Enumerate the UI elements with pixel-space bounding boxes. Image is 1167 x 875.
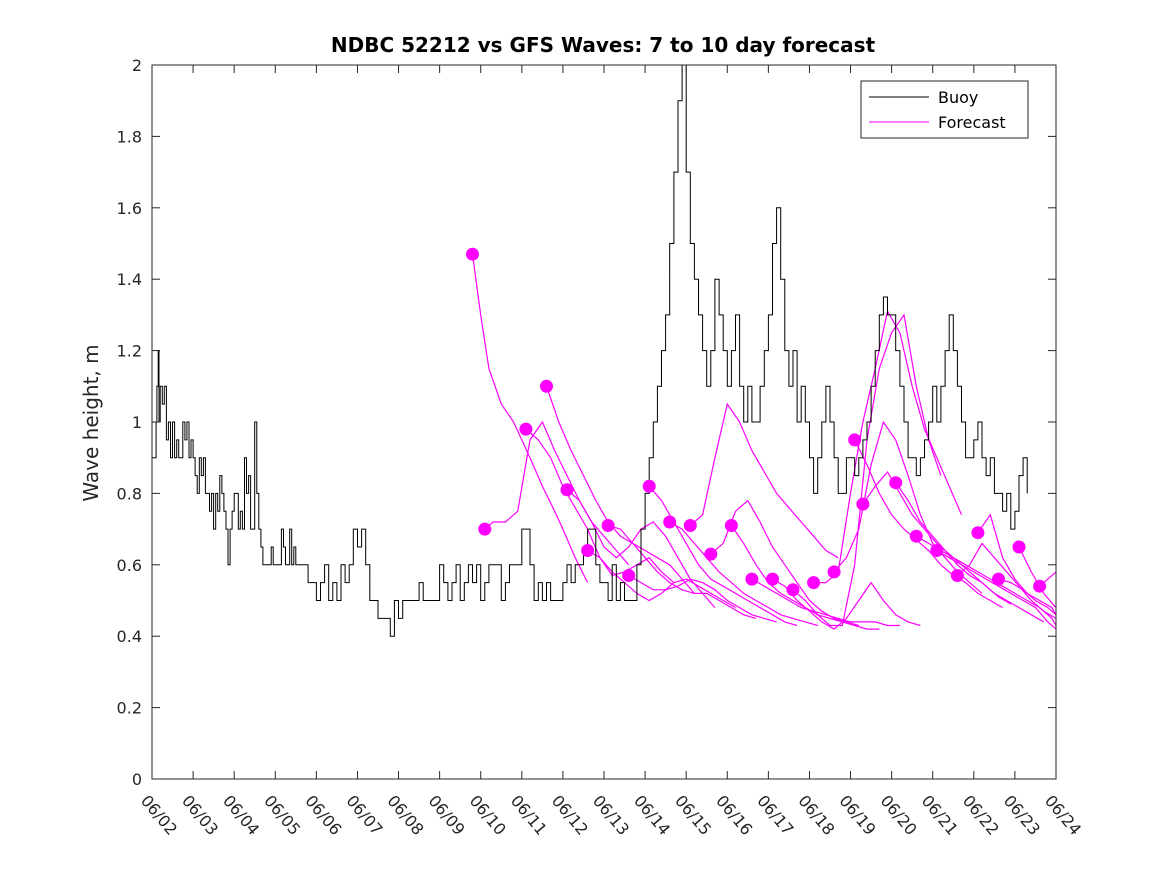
forecast-line (895, 482, 1044, 623)
forecast-start-marker (601, 519, 615, 532)
y-tick-label: 0.2 (117, 699, 142, 718)
y-axis-title: Wave height, m (79, 344, 103, 501)
forecast-start-marker (581, 544, 595, 557)
forecast-start-marker (519, 422, 533, 436)
forecast-start-marker (745, 572, 759, 586)
y-tick-label: 1.4 (117, 270, 142, 289)
forecast-start-marker (724, 519, 738, 532)
forecast-line (689, 402, 839, 559)
forecast-line (710, 499, 859, 627)
forecast-line (471, 254, 589, 583)
y-tick-label: 1.2 (117, 342, 142, 361)
legend-label-forecast: Forecast (938, 113, 1006, 132)
legend: Buoy Forecast (860, 80, 1029, 139)
forecast-start-marker (889, 476, 903, 490)
forecast-line (545, 386, 695, 594)
y-tick-label: 0 (132, 770, 142, 789)
forecast-start-marker (856, 497, 870, 511)
forecast-line (957, 542, 1057, 619)
forecast-start-marker (642, 479, 656, 493)
forecast-start-marker (1012, 540, 1026, 554)
forecast-start-marker (909, 529, 923, 543)
plot-area: 00.20.40.60.811.21.41.61.82 06/0206/0306… (117, 56, 1086, 839)
series-layer (152, 64, 1057, 637)
legend-label-buoy: Buoy (938, 88, 978, 107)
forecast-start-marker (1033, 579, 1047, 593)
y-tick-label: 0.4 (117, 627, 142, 646)
y-tick-label: 1 (132, 413, 142, 432)
forecast-start-marker (622, 569, 636, 582)
forecast-start-marker (848, 433, 862, 447)
forecast-start-marker (466, 247, 479, 261)
forecast-start-marker (478, 522, 492, 536)
forecast-line (607, 524, 757, 619)
y-tick-label: 0.6 (117, 556, 142, 575)
forecast-start-marker (540, 379, 553, 393)
y-tick-label: 0.8 (117, 484, 142, 503)
forecast-line (854, 439, 1003, 609)
forecast-start-marker (683, 519, 697, 532)
forecast-line (628, 574, 777, 623)
forecast-start-marker (786, 583, 800, 597)
y-tick-label: 1.6 (117, 199, 142, 218)
forecast-line (751, 578, 900, 627)
forecast-start-marker (950, 569, 964, 582)
forecast-start-marker (992, 572, 1005, 586)
forecast-line (936, 549, 1057, 630)
forecast-start-marker (766, 572, 779, 586)
forecast-start-marker (704, 547, 718, 561)
buoy-line (152, 64, 1028, 637)
forecast-start-marker (560, 483, 574, 497)
forecast-line (772, 578, 921, 630)
forecast-line (977, 513, 1057, 616)
forecast-start-marker (930, 544, 944, 557)
forecast-start-marker (663, 515, 677, 529)
forecast-start-marker (807, 576, 821, 590)
chart-title: NDBC 52212 vs GFS Waves: 7 to 10 day for… (331, 33, 876, 57)
forecast-start-marker (827, 565, 841, 579)
forecast-line (998, 578, 1057, 616)
axes-background (152, 65, 1056, 779)
y-tick-label: 1.8 (117, 127, 142, 146)
forecast-line (484, 420, 630, 566)
y-tick-label: 2 (132, 56, 142, 75)
forecast-line (669, 521, 818, 627)
y-axis: 0 0.2 0.4 0.6 0.8 1 1.2 1.4 1.6 1.8 2 (117, 56, 1056, 789)
legend-box (860, 80, 1029, 139)
forecast-start-marker (971, 526, 985, 540)
